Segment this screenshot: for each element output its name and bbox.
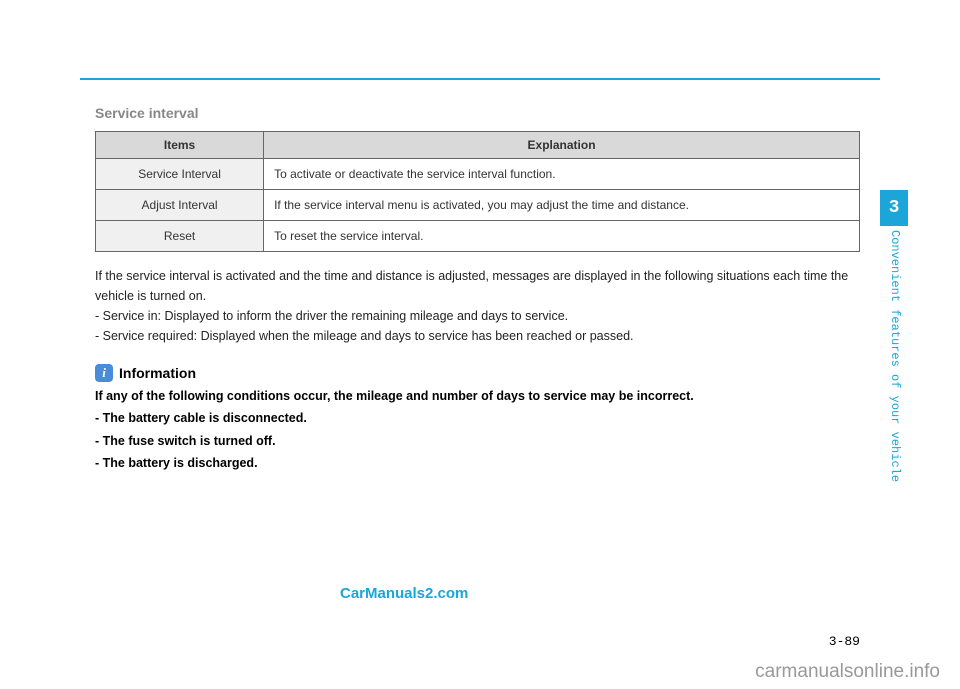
chapter-label: Convenient features of your vehicle <box>884 230 906 500</box>
table-row: Service Interval To activate or deactiva… <box>96 159 860 190</box>
info-heading-row: i Information <box>95 364 860 382</box>
service-interval-table: Items Explanation Service Interval To ac… <box>95 131 860 252</box>
body-bullet: - Service required: Displayed when the m… <box>95 326 860 346</box>
info-condition: - The fuse switch is turned off. <box>95 431 860 452</box>
page-content: Service interval Items Explanation Servi… <box>95 105 860 474</box>
top-rule <box>80 78 880 80</box>
table-row: Reset To reset the service interval. <box>96 221 860 252</box>
watermark-carmanuals2: CarManuals2.com <box>340 585 468 602</box>
info-title: Information <box>119 365 196 381</box>
cell-explanation: To activate or deactivate the service in… <box>264 159 860 190</box>
page-number: 3-89 <box>829 634 860 649</box>
cell-explanation: If the service interval menu is activate… <box>264 190 860 221</box>
cell-explanation: To reset the service interval. <box>264 221 860 252</box>
info-condition: - The battery cable is disconnected. <box>95 408 860 429</box>
body-paragraph: If the service interval is activated and… <box>95 266 860 306</box>
col-header-items: Items <box>96 132 264 159</box>
cell-item: Adjust Interval <box>96 190 264 221</box>
info-condition: - The battery is discharged. <box>95 453 860 474</box>
body-bullet: - Service in: Displayed to inform the dr… <box>95 306 860 326</box>
info-lead: If any of the following conditions occur… <box>95 386 860 407</box>
col-header-explanation: Explanation <box>264 132 860 159</box>
watermark-carmanualsonline: carmanualsonline.info <box>755 661 940 683</box>
table-row: Adjust Interval If the service interval … <box>96 190 860 221</box>
cell-item: Reset <box>96 221 264 252</box>
section-title: Service interval <box>95 105 860 121</box>
body-text: If the service interval is activated and… <box>95 266 860 346</box>
cell-item: Service Interval <box>96 159 264 190</box>
info-icon: i <box>95 364 113 382</box>
chapter-tab: 3 <box>880 190 908 226</box>
info-body: If any of the following conditions occur… <box>95 386 860 474</box>
